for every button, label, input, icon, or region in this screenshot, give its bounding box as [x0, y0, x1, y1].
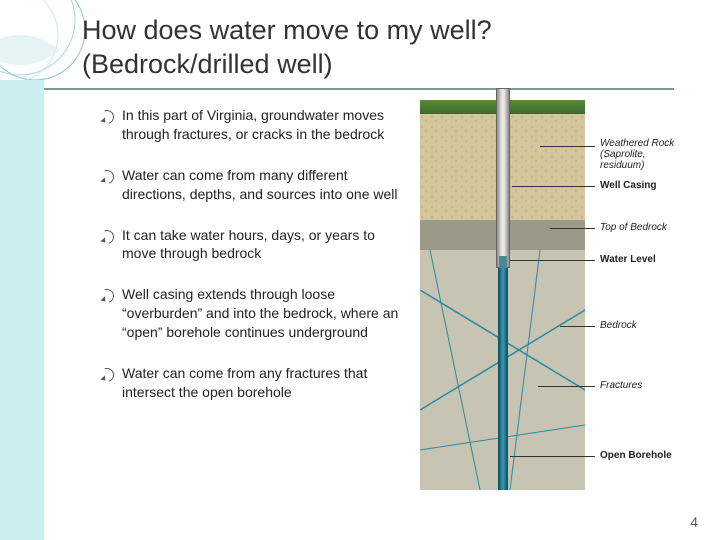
- list-item: Water can come from any fractures that i…: [100, 364, 400, 402]
- label-top-bedrock: Top of Bedrock: [600, 222, 667, 233]
- list-item: Water can come from many different direc…: [100, 166, 400, 204]
- list-item: In this part of Virginia, groundwater mo…: [100, 106, 400, 144]
- label-bedrock: Bedrock: [600, 320, 637, 331]
- label-well-casing: Well Casing: [600, 180, 657, 191]
- connector: [540, 146, 595, 147]
- label-open-borehole: Open Borehole: [600, 450, 672, 461]
- list-item: It can take water hours, days, or years …: [100, 226, 400, 264]
- connector: [550, 228, 595, 229]
- page-title: How does water move to my well?(Bedrock/…: [82, 14, 492, 82]
- title-underline: [44, 88, 674, 90]
- connector: [512, 186, 595, 187]
- water-level-marker: [499, 256, 507, 268]
- connector: [510, 456, 595, 457]
- label-fractures: Fractures: [600, 380, 642, 391]
- label-weathered-rock: Weathered Rock(Saprolite, residuum): [600, 138, 690, 171]
- well-diagram: Weathered Rock(Saprolite, residuum) Well…: [420, 100, 690, 490]
- label-water-level: Water Level: [600, 254, 656, 265]
- page-number: 4: [690, 514, 698, 530]
- connector: [538, 386, 595, 387]
- bullet-list: In this part of Virginia, groundwater mo…: [100, 106, 400, 424]
- open-borehole: [498, 268, 508, 490]
- list-item: Well casing extends through loose “overb…: [100, 285, 400, 342]
- left-accent-bar: [0, 80, 44, 540]
- connector: [560, 326, 595, 327]
- well-casing: [496, 88, 510, 268]
- connector: [510, 260, 595, 261]
